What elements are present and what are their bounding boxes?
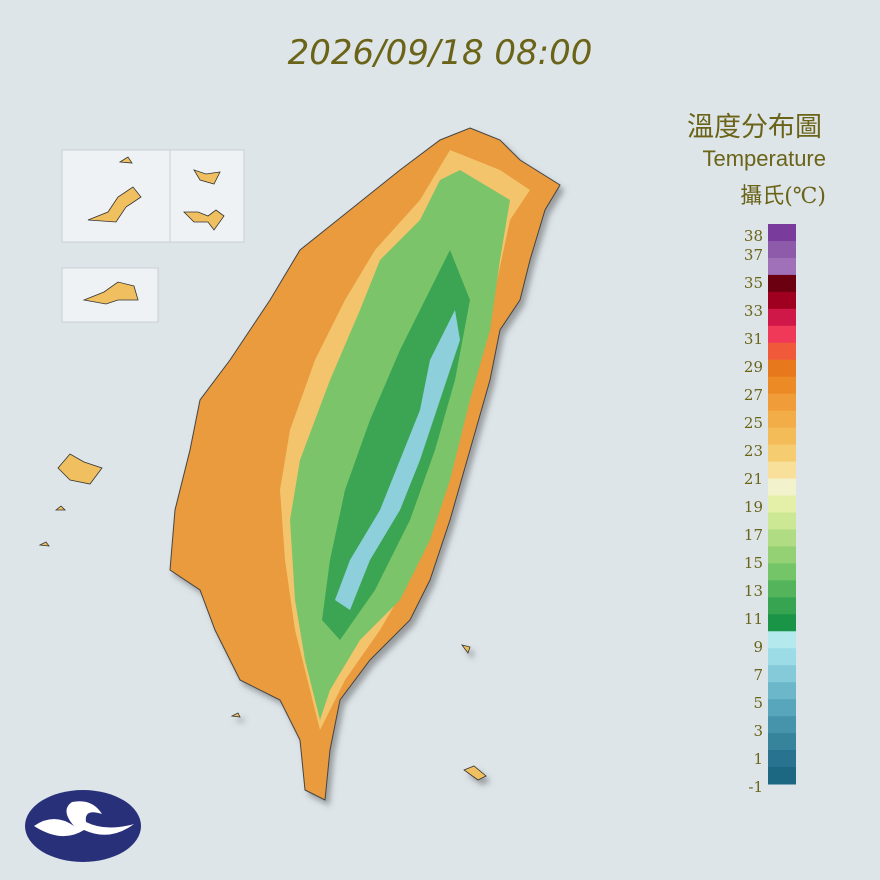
legend-label: -1	[748, 778, 763, 796]
color-cell	[768, 563, 796, 581]
color-cell	[768, 444, 796, 463]
legend-label: 7	[753, 666, 763, 684]
legend-label: 15	[744, 554, 763, 572]
color-cell	[768, 529, 796, 547]
color-cell	[768, 359, 796, 378]
color-cell	[768, 767, 796, 785]
color-cell	[768, 716, 796, 734]
taiwan-map	[169, 127, 561, 801]
legend-label: 5	[753, 694, 763, 712]
legend: 溫度分布圖 Temperature 攝氏(℃) 3837353331292725…	[687, 112, 826, 796]
color-cell	[768, 393, 796, 412]
legend-label: 27	[744, 386, 763, 404]
color-cell	[768, 410, 796, 429]
color-cell	[768, 478, 796, 497]
color-cell	[768, 597, 796, 615]
color-cell	[768, 699, 796, 717]
color-cell	[768, 665, 796, 683]
legend-label: 3	[753, 722, 763, 740]
color-cell	[768, 495, 796, 513]
legend-label: 21	[744, 470, 763, 488]
color-cell	[768, 257, 796, 276]
legend-label: 23	[744, 442, 763, 460]
color-cell	[768, 325, 796, 344]
legend-label: 29	[744, 358, 763, 376]
color-cell	[768, 274, 796, 293]
color-cell	[768, 682, 796, 700]
color-cell	[768, 376, 796, 395]
legend-label: 13	[744, 582, 763, 600]
color-cell	[768, 614, 796, 632]
color-cell	[768, 546, 796, 564]
color-cell	[768, 631, 796, 649]
color-cell	[768, 580, 796, 598]
legend-label: 37	[744, 246, 763, 264]
color-cell	[768, 750, 796, 768]
inset-islands	[38, 149, 245, 547]
color-cell	[768, 512, 796, 530]
color-cell	[768, 342, 796, 361]
legend-label: 33	[744, 302, 763, 320]
legend-label: 9	[753, 638, 763, 656]
legend-label: 17	[744, 526, 763, 544]
legend-label: 11	[744, 610, 763, 628]
legend-unit: 攝氏(℃)	[740, 184, 826, 209]
legend-title: 溫度分布圖	[687, 112, 822, 143]
timestamp: 2026/09/18 08:00	[288, 33, 593, 73]
color-cell	[768, 240, 796, 259]
color-cell	[768, 733, 796, 751]
color-cell	[768, 224, 796, 242]
legend-label: 19	[744, 498, 763, 516]
legend-label: 1	[753, 750, 763, 768]
legend-label: 35	[744, 274, 763, 292]
color-cell	[768, 427, 796, 446]
logo	[25, 790, 141, 862]
color-cell	[768, 648, 796, 666]
legend-label: 31	[744, 330, 763, 348]
color-cell	[768, 461, 796, 480]
legend-label: 38	[744, 227, 763, 245]
legend-subtitle: Temperature	[702, 146, 826, 171]
color-cell	[768, 308, 796, 327]
legend-label: 25	[744, 414, 763, 432]
color-cell	[768, 291, 796, 310]
